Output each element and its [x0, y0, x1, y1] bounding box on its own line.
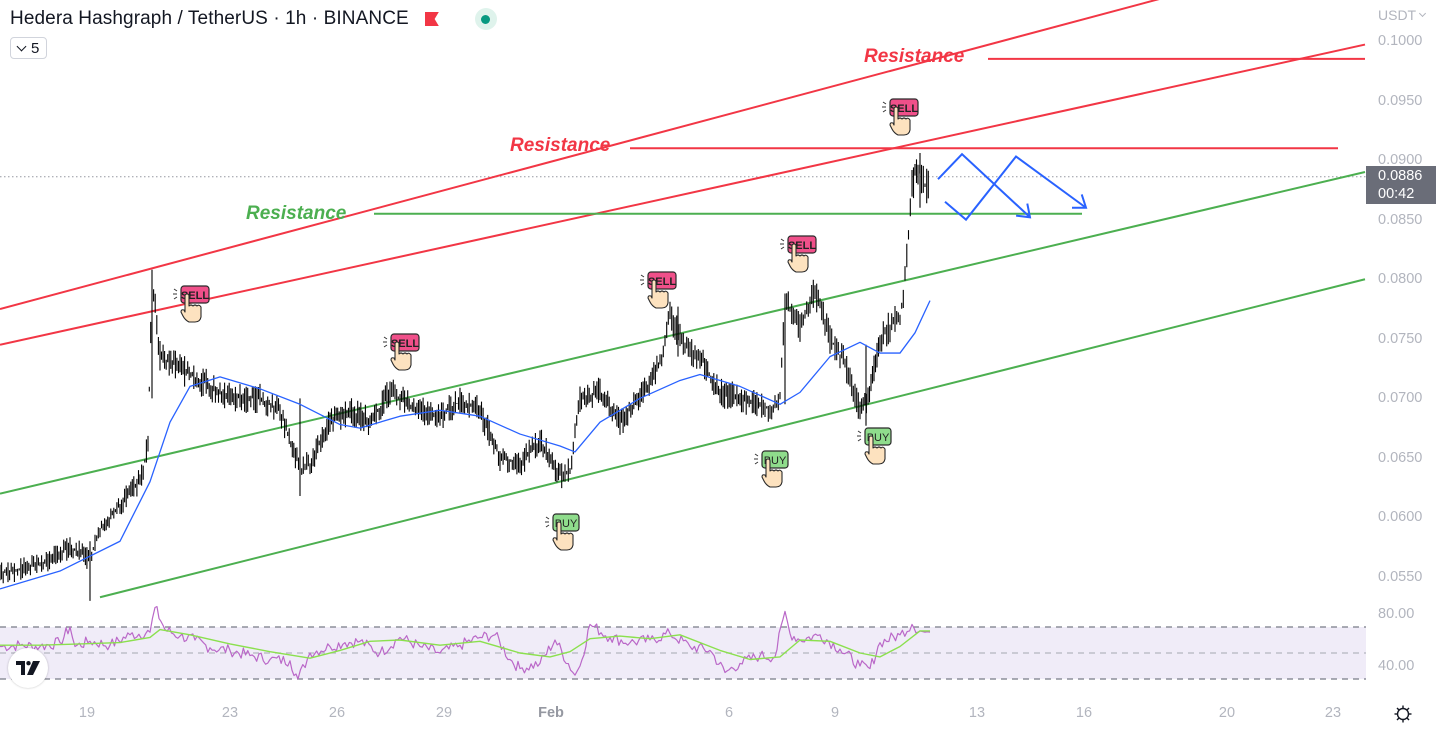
sell-signal-icon: SELL — [383, 333, 420, 371]
price-axis-label: 0.0700 — [1378, 390, 1423, 407]
candle-countdown: 00:42 — [1378, 186, 1415, 202]
price-axis-label: 0.0550 — [1378, 568, 1423, 585]
symbol-title[interactable]: Hedera Hashgraph / TetherUS · 1h · BINAN… — [10, 8, 409, 29]
projection-arrows — [937, 152, 1088, 222]
settings-gear-icon[interactable] — [1393, 704, 1413, 724]
price-axis[interactable]: USDT 0.1000 0.0950 0.0900 0.0850 0.0800 0.075… — [1366, 0, 1440, 729]
resistance-label: Resistance — [246, 203, 347, 224]
last-price: 0.0886 — [1378, 168, 1423, 184]
resistance-label: Resistance — [864, 46, 965, 67]
price-axis-label: 0.1000 — [1378, 33, 1423, 49]
signal-markers: SELL SELL SELL SELL SELL BUY BUY BUY — [173, 98, 919, 551]
symbol-header: Hedera Hashgraph / TetherUS · 1h · BINAN… — [10, 6, 497, 32]
rsi-axis-label: 40.00 — [1378, 658, 1415, 674]
time-axis-label: 6 — [724, 705, 734, 721]
tradingview-logo[interactable] — [8, 648, 48, 688]
sell-signal-icon: SELL — [173, 285, 210, 323]
time-axis-label: 23 — [221, 705, 239, 721]
chevron-down-icon — [16, 41, 27, 51]
rsi-pane — [0, 605, 1366, 680]
price-axis-label: 0.0750 — [1378, 330, 1423, 347]
indicator-count: 5 — [31, 39, 40, 57]
currency-label: USDT — [1378, 7, 1417, 23]
price-axis-label: 0.0900 — [1378, 152, 1423, 169]
time-axis-label: 19 — [78, 705, 96, 721]
price-axis-label: 0.0800 — [1378, 271, 1423, 288]
time-axis-label: 20 — [1218, 705, 1236, 721]
time-axis-label: 29 — [435, 705, 453, 721]
tradingview-logo-icon — [16, 661, 40, 675]
flag-icon[interactable] — [424, 12, 439, 26]
sell-signal-icon: SELL — [640, 271, 677, 309]
live-dot-icon — [481, 14, 491, 24]
time-axis-label: 9 — [830, 705, 840, 721]
trendlines-layer — [0, 0, 1366, 599]
indicators-collapse-button[interactable]: 5 — [10, 37, 48, 59]
buy-signal-icon: BUY — [754, 450, 789, 488]
time-axis-label: 16 — [1075, 705, 1093, 721]
time-axis-label: 26 — [328, 705, 346, 721]
price-axis-label: 0.0600 — [1378, 509, 1423, 526]
time-axis-label: 23 — [1324, 705, 1342, 721]
time-axis-label: 13 — [968, 705, 986, 721]
buy-signal-icon: BUY — [857, 427, 892, 465]
annotation-labels: Resistance Resistance Resistance — [246, 46, 965, 224]
chevron-down-icon — [1419, 9, 1427, 18]
price-series-layer — [0, 152, 931, 601]
time-axis-label: Feb — [538, 705, 564, 721]
market-status[interactable] — [474, 8, 497, 30]
sell-signal-icon: SELL — [882, 98, 919, 136]
buy-signal-icon: BUY — [545, 513, 580, 551]
price-axis-label: 0.0650 — [1378, 449, 1423, 466]
price-axis-label: 0.0850 — [1378, 211, 1423, 228]
currency-selector[interactable]: USDT — [1378, 7, 1427, 23]
price-axis-label: 0.0950 — [1378, 92, 1423, 109]
last-price-tag: 0.0886 00:42 — [1366, 166, 1436, 204]
rsi-axis-label: 80.00 — [1378, 606, 1415, 622]
resistance-label: Resistance — [510, 135, 611, 156]
sell-signal-icon: SELL — [780, 235, 817, 273]
